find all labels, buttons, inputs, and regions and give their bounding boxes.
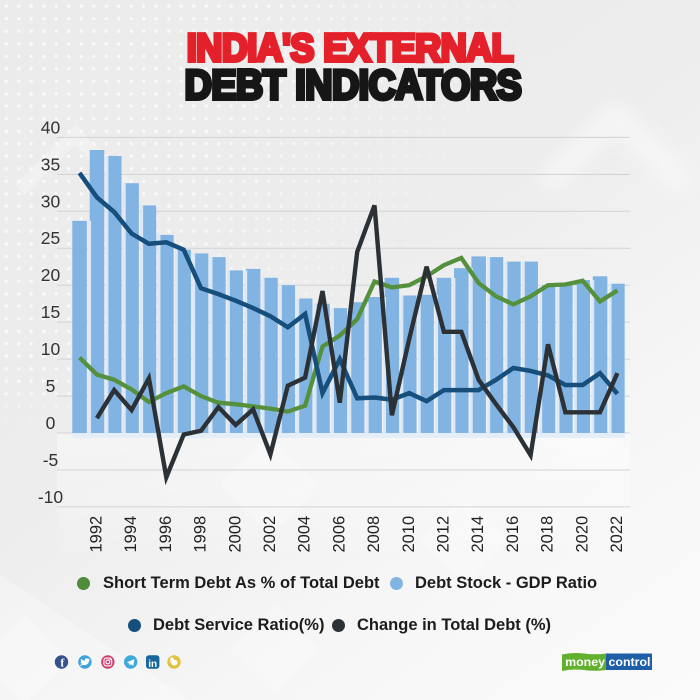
svg-text:2022: 2022 <box>608 516 626 553</box>
svg-text:in: in <box>148 659 157 670</box>
svg-text:25: 25 <box>41 228 60 248</box>
svg-text:30: 30 <box>41 191 61 211</box>
svg-text:-10: -10 <box>38 487 64 507</box>
svg-text:5: 5 <box>46 376 56 396</box>
svg-text:10: 10 <box>41 339 61 359</box>
svg-text:-5: -5 <box>43 450 59 470</box>
svg-text:control: control <box>609 655 651 669</box>
svg-text:2004: 2004 <box>296 516 314 553</box>
svg-text:2010: 2010 <box>400 516 418 553</box>
svg-text:2006: 2006 <box>330 516 348 553</box>
svg-text:2012: 2012 <box>435 516 453 553</box>
svg-text:2018: 2018 <box>539 516 557 553</box>
svg-text:f: f <box>60 656 65 670</box>
svg-text:1992: 1992 <box>88 516 106 553</box>
svg-text:0: 0 <box>46 413 56 433</box>
svg-text:1994: 1994 <box>122 516 140 553</box>
svg-text:1996: 1996 <box>157 516 175 553</box>
svg-text:2016: 2016 <box>504 516 522 553</box>
svg-text:2008: 2008 <box>365 516 383 553</box>
svg-text:20: 20 <box>41 265 61 285</box>
svg-text:35: 35 <box>41 154 60 174</box>
svg-text:40: 40 <box>41 117 61 137</box>
svg-text:2000: 2000 <box>226 516 244 553</box>
svg-text:money: money <box>565 655 605 669</box>
svg-text:1998: 1998 <box>192 516 210 553</box>
svg-text:2020: 2020 <box>573 516 591 553</box>
svg-text:2002: 2002 <box>261 516 279 553</box>
svg-text:15: 15 <box>41 302 60 322</box>
svg-text:2014: 2014 <box>469 516 487 553</box>
